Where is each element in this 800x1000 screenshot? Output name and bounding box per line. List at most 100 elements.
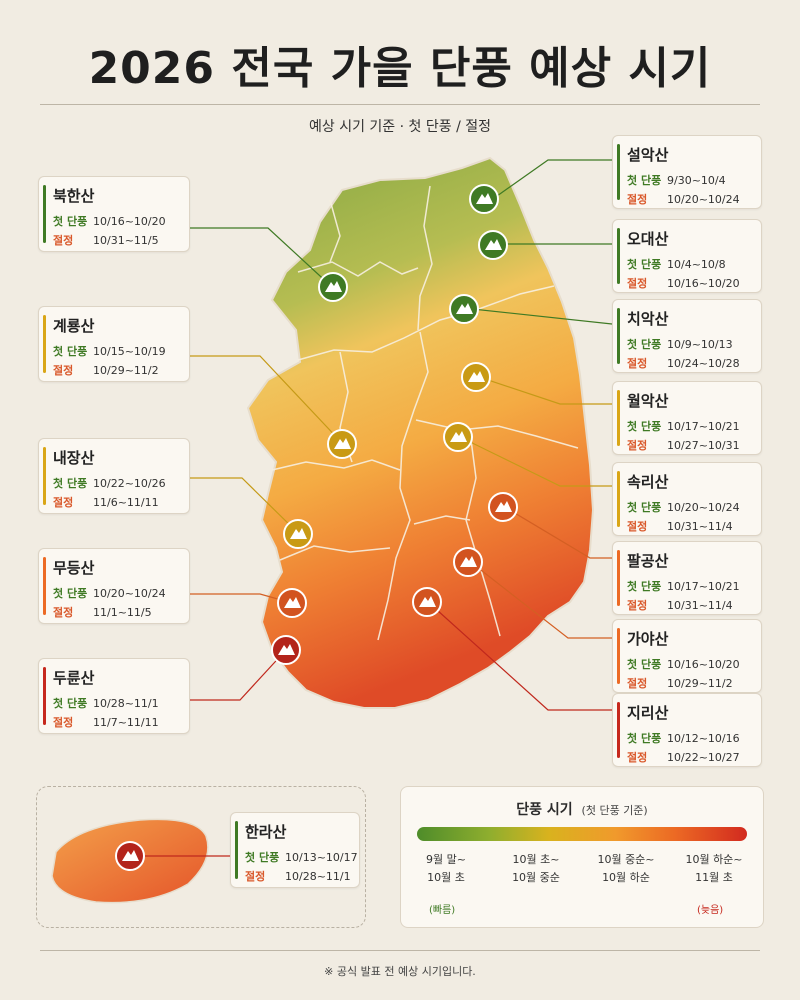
peak-dates: 10/31~11/4 [667,599,733,612]
legend-segment-line1: 10월 초~ [512,853,560,866]
peak-label: 절정 [627,520,648,533]
legend-segment-line1: 9월 말~ [426,853,466,866]
first-label: 첫 단풍 [627,420,662,433]
marker-naejangsan[interactable] [283,519,313,549]
peak-dates: 10/29~11/2 [93,364,159,377]
mountain-name: 오대산 [627,230,669,248]
peak-label: 절정 [627,751,648,764]
leader-lines [130,159,613,857]
level-bar [617,228,620,284]
page-title: 2026 전국 가을 단풍 예상 시기 [88,43,712,94]
marker-woraksan[interactable] [461,362,491,392]
legend-subtitle: (첫 단풍 기준) [581,804,648,817]
legend-segment-line1: 10월 중순~ [597,853,655,866]
first-dates: 10/4~10/8 [667,258,726,271]
foliage-timing-legend: 단풍 시기 (첫 단풍 기준) 9월 말~ 10월 초 10월 초~ 10월 중… [400,786,764,928]
first-dates: 10/12~10/16 [667,732,740,745]
first-label: 첫 단풍 [627,501,662,514]
card-gyeryongsan[interactable]: 계룡산 첫 단풍 10/15~10/19 절정 10/29~11/2 [38,306,190,382]
title-divider [40,104,760,105]
card-palgongsan[interactable]: 팔공산 첫 단풍 10/17~10/21 절정 10/31~11/4 [612,541,762,615]
mountain-name: 내장산 [53,449,95,467]
legend-segment-4: 10월 하순~ 11월 초 [673,851,755,887]
legend-segment-line1: 10월 하순~ [685,853,743,866]
peak-dates: 10/31~11/5 [93,234,159,247]
level-bar [43,557,46,615]
peak-label: 절정 [53,234,74,247]
first-label: 첫 단풍 [245,851,280,864]
marker-chiaksan[interactable] [449,294,479,324]
marker-jirisan[interactable] [412,587,442,617]
marker-mudeungsan[interactable] [277,588,307,618]
peak-dates: 10/20~10/24 [667,193,740,206]
card-jirisan[interactable]: 지리산 첫 단풍 10/12~10/16 절정 10/22~10/27 [612,693,762,767]
card-seoraksan[interactable]: 설악산 첫 단풍 9/30~10/4 절정 10/20~10/24 [612,135,762,209]
first-dates: 10/22~10/26 [93,477,166,490]
level-bar [43,447,46,505]
peak-label: 절정 [627,439,648,452]
legend-segment-line2: 10월 하순 [602,871,650,884]
peak-dates: 10/28~11/1 [285,870,351,883]
mainland-shape [246,156,595,709]
first-label: 첫 단풍 [627,732,662,745]
marker-bukhansan[interactable] [318,272,348,302]
marker-gayasan[interactable] [453,547,483,577]
first-dates: 10/9~10/13 [667,338,733,351]
marker-palgongsan[interactable] [488,492,518,522]
card-naejangsan[interactable]: 내장산 첫 단풍 10/22~10/26 절정 11/6~11/11 [38,438,190,514]
peak-label: 절정 [627,357,648,370]
legend-title-row: 단풍 시기 (첫 단풍 기준) [401,799,763,819]
card-chiaksan[interactable]: 치악산 첫 단풍 10/9~10/13 절정 10/24~10/28 [612,299,762,373]
level-bar [617,628,620,684]
footnote: ※ 공식 발표 전 예상 시기입니다. [324,965,476,978]
card-songnisan[interactable]: 속리산 첫 단풍 10/20~10/24 절정 10/31~11/4 [612,462,762,536]
legend-early-tag: (빠름) [429,905,456,916]
first-label: 첫 단풍 [53,697,88,710]
legend-segment-2: 10월 초~ 10월 중순 [495,851,577,887]
marker-odaesan[interactable] [478,230,508,260]
level-bar [617,550,620,606]
peak-label: 절정 [627,193,648,206]
mountain-name: 무등산 [53,559,95,577]
first-dates: 10/17~10/21 [667,420,740,433]
first-label: 첫 단풍 [53,477,88,490]
page-subtitle: 예상 시기 기준 · 첫 단풍 / 절정 [309,119,491,135]
mountain-name: 팔공산 [627,552,669,570]
peak-dates: 11/7~11/11 [93,716,159,729]
legend-title: 단풍 시기 [516,802,573,818]
peak-label: 절정 [627,677,648,690]
first-dates: 10/13~10/17 [285,851,358,864]
card-bukhansan[interactable]: 북한산 첫 단풍 10/16~10/20 절정 10/31~11/5 [38,176,190,252]
peak-dates: 11/1~11/5 [93,606,152,619]
card-duryunsan[interactable]: 두륜산 첫 단풍 10/28~11/1 절정 11/7~11/11 [38,658,190,734]
first-label: 첫 단풍 [627,658,662,671]
card-gayasan[interactable]: 가야산 첫 단풍 10/16~10/20 절정 10/29~11/2 [612,619,762,693]
level-bar [617,390,620,446]
card-odaesan[interactable]: 오대산 첫 단풍 10/4~10/8 절정 10/16~10/20 [612,219,762,293]
first-dates: 10/17~10/21 [667,580,740,593]
marker-seoraksan[interactable] [469,184,499,214]
marker-songnisan[interactable] [443,422,473,452]
first-label: 첫 단풍 [627,174,662,187]
peak-dates: 10/22~10/27 [667,751,740,764]
marker-duryunsan[interactable] [271,635,301,665]
card-mudeungsan[interactable]: 무등산 첫 단풍 10/20~10/24 절정 11/1~11/5 [38,548,190,624]
peak-dates: 10/24~10/28 [667,357,740,370]
marker-gyeryongsan[interactable] [327,429,357,459]
legend-segment-1: 9월 말~ 10월 초 [405,851,487,887]
mountain-name: 가야산 [627,630,669,648]
marker-hallasan[interactable] [115,841,145,871]
level-bar [617,471,620,527]
mountain-name: 한라산 [245,823,287,841]
first-label: 첫 단풍 [53,345,88,358]
peak-label: 절정 [53,716,74,729]
first-dates: 10/16~10/20 [93,215,166,228]
card-hallasan[interactable]: 한라산 첫 단풍 10/13~10/17 절정 10/28~11/1 [230,812,360,888]
level-bar [43,667,46,725]
legend-segment-line2: 11월 초 [695,871,733,884]
card-woraksan[interactable]: 월악산 첫 단풍 10/17~10/21 절정 10/27~10/31 [612,381,762,455]
mountain-name: 북한산 [53,187,95,205]
first-label: 첫 단풍 [627,338,662,351]
peak-dates: 11/6~11/11 [93,496,159,509]
first-dates: 10/28~11/1 [93,697,159,710]
